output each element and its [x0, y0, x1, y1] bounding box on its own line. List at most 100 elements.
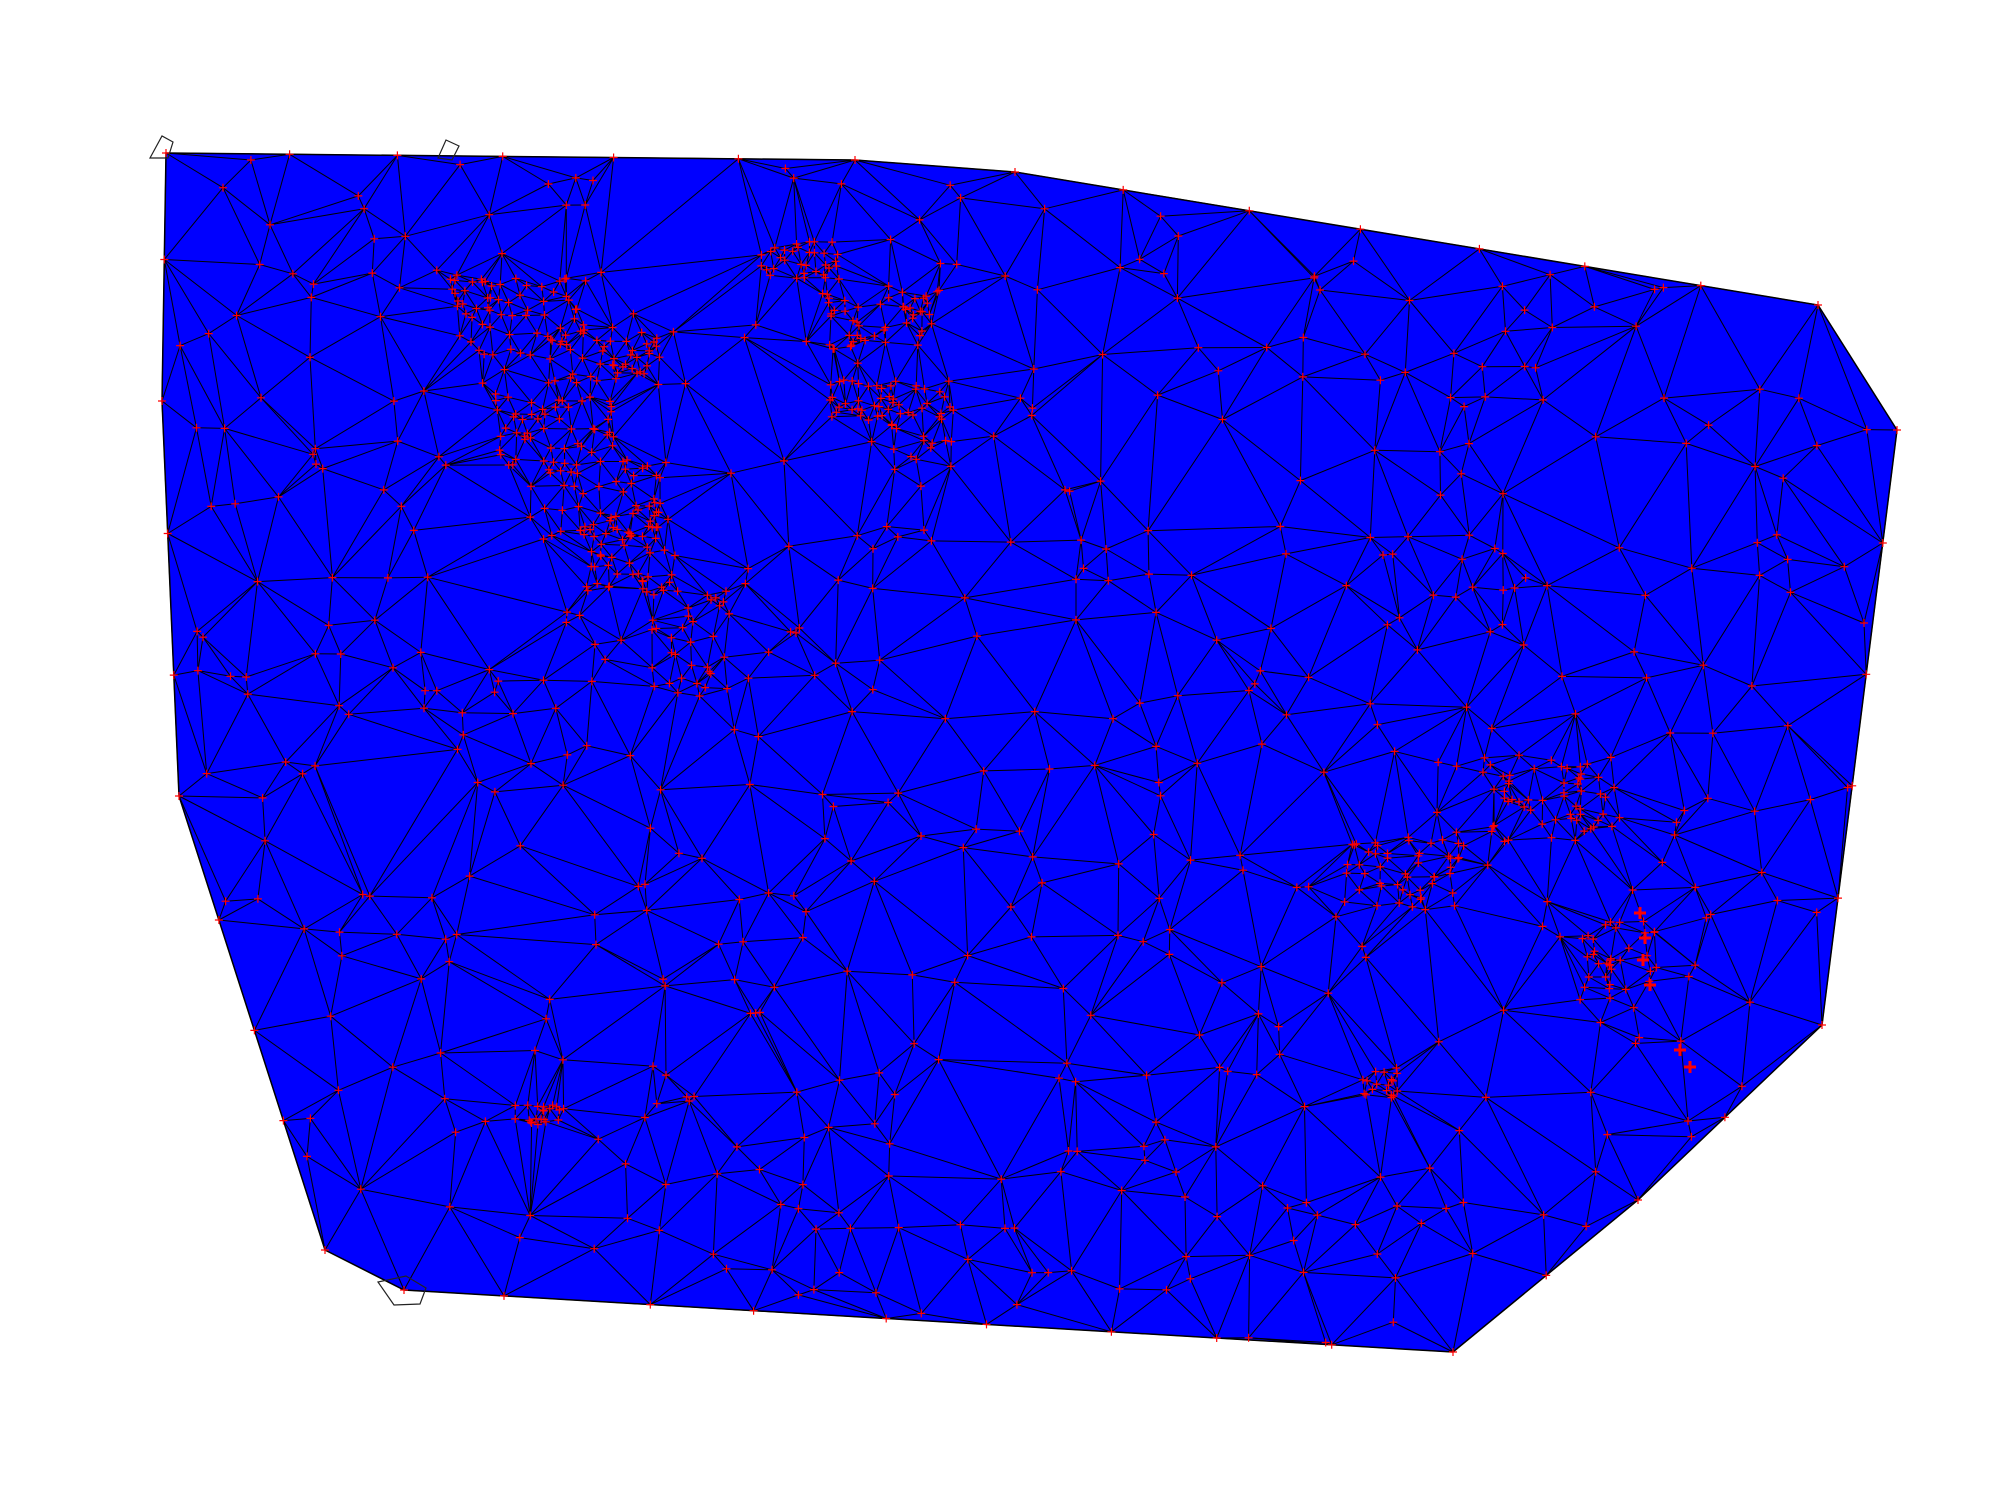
vertex-marker: [909, 310, 918, 319]
vertex-marker: [539, 676, 548, 685]
mesh-edge: [278, 496, 333, 578]
mesh-edge: [1606, 1134, 1639, 1201]
mesh-edge: [1452, 864, 1489, 894]
mesh-edge: [1105, 548, 1109, 581]
mesh-edge: [851, 711, 899, 794]
mesh-edge: [671, 574, 679, 592]
mesh-edge: [1454, 864, 1489, 907]
mesh-edge: [889, 1059, 940, 1145]
mesh-edge: [1387, 624, 1418, 651]
mesh-edge: [438, 409, 498, 458]
mesh-edge: [1031, 882, 1043, 937]
mesh-edge: [569, 349, 574, 375]
mesh-edge: [1060, 1151, 1078, 1173]
vertex-marker: [1547, 756, 1556, 765]
mesh-edge: [1014, 171, 1045, 210]
vertex-marker: [1413, 645, 1422, 654]
mesh-edge: [611, 557, 618, 575]
mesh-edge: [1618, 547, 1646, 596]
vertex-marker: [306, 1114, 315, 1123]
mesh-edge: [799, 579, 839, 629]
vertex-marker: [1362, 1090, 1370, 1099]
mesh-edge: [1409, 285, 1503, 301]
mesh-edge: [492, 354, 505, 370]
mesh-edge: [652, 1065, 667, 1076]
mesh-edge: [1215, 1067, 1221, 1147]
mesh-edge: [1409, 894, 1421, 900]
mesh-edge: [598, 486, 624, 493]
vertex-marker: [162, 149, 170, 157]
mesh-edge: [620, 639, 653, 669]
mesh-edge: [304, 928, 340, 933]
vertex-marker: [1098, 350, 1107, 359]
vertex-marker: [608, 323, 617, 332]
mesh-edge: [1579, 999, 1601, 1023]
mesh-edge: [867, 386, 875, 406]
mesh-edge: [396, 933, 446, 940]
mesh-edge: [1280, 526, 1371, 538]
mesh-edge: [644, 852, 680, 885]
mesh-edge: [1177, 639, 1218, 696]
mesh-edge: [1368, 845, 1378, 853]
mesh-edge: [1761, 799, 1811, 873]
vertex-marker: [625, 559, 634, 568]
vertex-marker: [581, 201, 590, 209]
mesh-edge: [444, 1098, 486, 1122]
mesh-edge: [664, 943, 719, 987]
mesh-edge: [682, 615, 689, 628]
vertex-marker: [1212, 636, 1221, 645]
mesh-edge: [499, 253, 503, 285]
mesh-edge: [1437, 706, 1468, 763]
mesh-edge: [543, 428, 552, 449]
mesh-edge: [583, 329, 598, 341]
mesh-edge: [931, 540, 1011, 543]
mesh-edge: [1215, 1074, 1258, 1148]
mesh-edge: [309, 357, 316, 449]
mesh-edge: [662, 943, 719, 980]
mesh-edge: [833, 802, 889, 807]
mesh-edge: [600, 272, 634, 315]
vertex-marker: [1368, 1085, 1377, 1094]
vertex-marker: [586, 525, 595, 534]
vertex-marker: [1223, 1067, 1232, 1076]
mesh-edge: [461, 669, 490, 714]
vertex-marker: [1538, 820, 1547, 829]
mesh-edge: [302, 765, 316, 775]
vertex-marker: [1186, 856, 1195, 865]
mesh-edge: [1455, 586, 1473, 598]
mesh-edge: [328, 619, 375, 626]
mesh-edge: [793, 838, 826, 897]
mesh-edge: [895, 380, 917, 387]
mesh-edge: [723, 657, 728, 689]
mesh-edge: [589, 396, 612, 408]
mesh-edge: [403, 1289, 505, 1297]
mesh-edge: [1607, 1134, 1692, 1138]
mesh-edge: [1102, 347, 1199, 355]
vertex-marker: [1772, 530, 1781, 539]
mesh-edge: [515, 439, 526, 460]
vertex-marker: [757, 261, 766, 270]
vertex-marker: [652, 507, 661, 516]
vertex-marker: [498, 249, 506, 258]
mesh-edge: [530, 428, 545, 439]
vertex-marker: [1296, 476, 1305, 485]
mesh-edge: [1844, 542, 1884, 568]
mesh-edge: [1674, 797, 1709, 836]
mesh-edge: [423, 390, 498, 411]
mesh-edge: [530, 1215, 628, 1219]
vertex-marker: [587, 547, 596, 556]
mesh-edge: [738, 158, 786, 169]
mesh-edge: [1155, 1067, 1220, 1123]
mesh-edge: [813, 183, 842, 243]
mesh-edge: [1549, 265, 1585, 276]
mesh-edge: [1142, 929, 1171, 943]
mesh-edge: [1323, 771, 1357, 845]
vertex-marker: [1670, 831, 1679, 839]
mesh-edge: [469, 875, 595, 916]
mesh-edge: [749, 784, 826, 840]
mesh-edge: [1090, 935, 1119, 1016]
mesh-edge: [445, 454, 501, 466]
mesh-edge: [938, 1059, 1060, 1079]
vertex-marker: [854, 396, 863, 405]
vertex-marker: [587, 448, 596, 457]
